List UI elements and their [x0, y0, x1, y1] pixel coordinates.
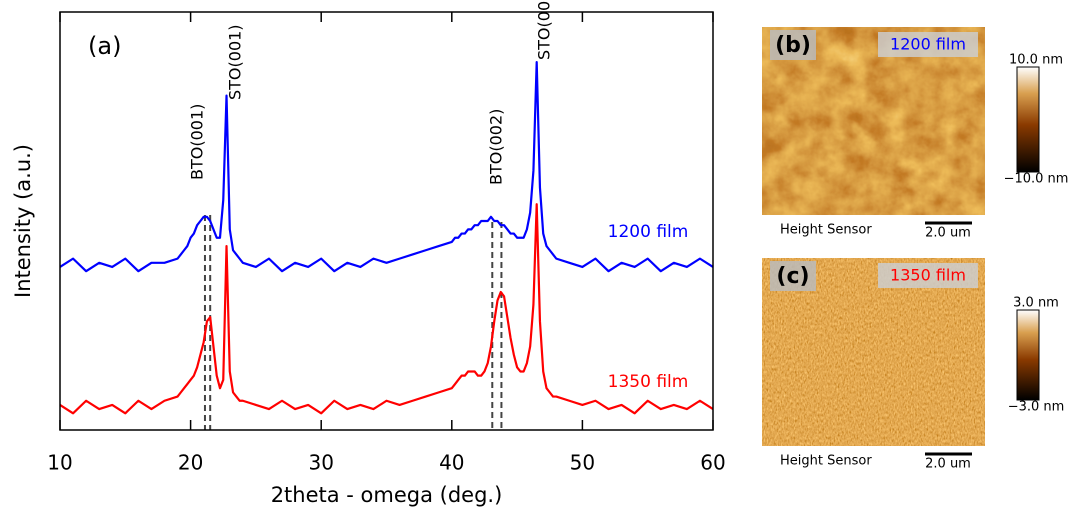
scale-bar-label: 2.0 um	[925, 226, 971, 241]
y-axis-label: Intensity (a.u.)	[11, 144, 35, 298]
color-bar-max: 3.0 nm	[1013, 296, 1059, 311]
label-box	[878, 32, 978, 57]
sample-label: 1350 film	[890, 266, 966, 285]
x-tick-label: 10	[47, 451, 72, 475]
color-bar	[1016, 66, 1040, 173]
x-tick-label: 60	[700, 451, 725, 475]
panel-label: (b)	[775, 33, 811, 58]
series-line	[59, 203, 714, 415]
caption: Height Sensor	[780, 454, 872, 469]
series-label: 1350 film	[608, 372, 689, 392]
sample-label: 1200 film	[890, 35, 966, 54]
color-bar-min: −10.0 nm	[1004, 172, 1069, 187]
color-bar-min: −3.0 nm	[1008, 400, 1065, 415]
label-box	[878, 263, 978, 288]
peak-annotation: STO(002)	[535, 0, 554, 60]
panel-label: (a)	[88, 32, 121, 60]
x-tick-label: 30	[308, 451, 333, 475]
x-tick-label: 20	[178, 451, 203, 475]
panel-label: (c)	[776, 264, 809, 289]
caption: Height Sensor	[780, 223, 872, 238]
peak-annotation: BTO(001)	[188, 104, 207, 180]
peak-annotation: STO(001)	[226, 24, 245, 100]
x-axis-label: 2theta - omega (deg.)	[271, 483, 503, 507]
color-bar	[1016, 309, 1040, 401]
series-line	[59, 61, 714, 273]
label-box	[770, 30, 816, 60]
plot-frame	[59, 11, 714, 431]
xrd-chart: 10 20 30 40 50 60 2theta - omega (deg.) Intensi…	[11, 0, 726, 507]
scale-bar-label: 2.0 um	[925, 457, 971, 472]
afm-panels: (b) 1200 film Height Sensor 2.0 um 10.0 nm −1…	[762, 27, 1068, 472]
x-tick-label: 40	[439, 451, 464, 475]
series-label: 1200 film	[608, 222, 689, 242]
x-tick-label: 50	[570, 451, 595, 475]
label-box	[770, 261, 816, 291]
peak-annotation: BTO(002)	[487, 109, 506, 185]
color-bar-max: 10.0 nm	[1009, 53, 1063, 68]
